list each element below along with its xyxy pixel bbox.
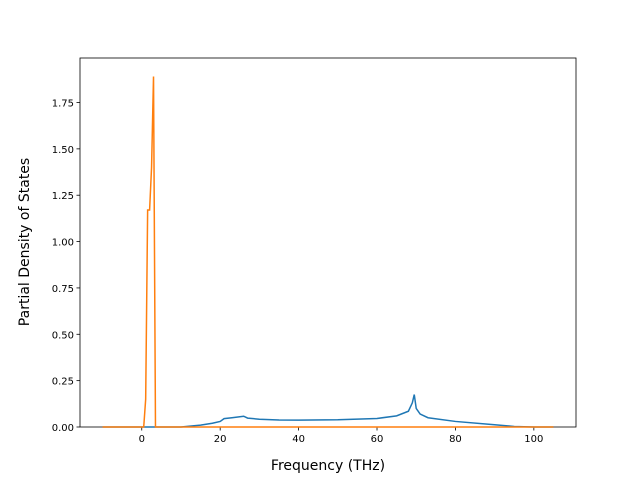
y-tick-label: 1.50: [52, 145, 74, 156]
y-tick-label: 1.25: [52, 191, 74, 202]
x-tick-label: 20: [214, 434, 227, 445]
x-tick-label: 60: [371, 434, 384, 445]
x-axis-label: Frequency (THz): [271, 458, 385, 474]
y-tick-label: 0.00: [52, 423, 74, 434]
y-tick-label: 1.00: [52, 238, 74, 249]
y-tick-label: 0.25: [52, 377, 74, 388]
y-tick-label: 0.75: [52, 284, 74, 295]
y-axis-label: Partial Density of States: [17, 158, 33, 326]
x-tick-label: 40: [292, 434, 305, 445]
x-tick-label: 100: [524, 434, 543, 445]
x-tick-label: 0: [139, 434, 145, 445]
x-tick-label: 80: [449, 434, 462, 445]
data-line: [102, 76, 554, 428]
data-line: [102, 394, 554, 428]
y-tick-label: 0.50: [52, 330, 74, 341]
y-tick-label: 1.75: [52, 99, 74, 110]
